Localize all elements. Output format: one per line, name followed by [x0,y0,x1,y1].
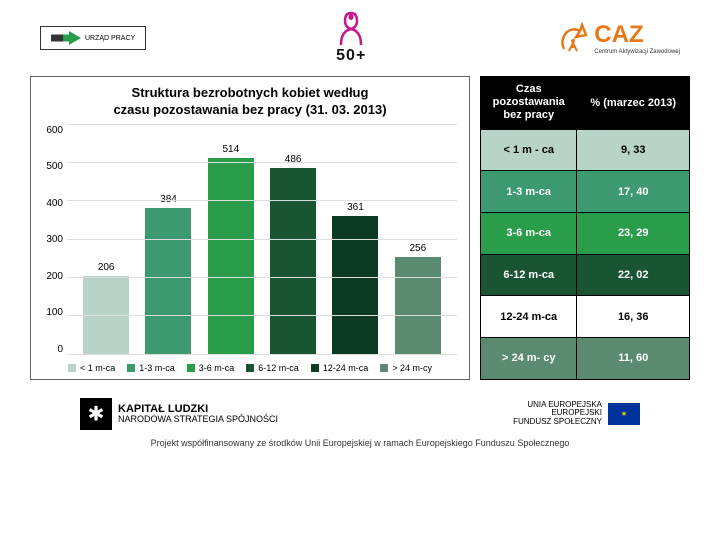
grid-line [67,124,457,125]
legend-item: 1-3 m-ca [127,363,175,373]
row-label: 3-6 m-ca [481,212,577,254]
table-row: 3-6 m-ca23, 29 [481,212,690,254]
logo-urzad-pracy: URZĄD PRACY [40,26,146,50]
caz-name: CAZ [594,21,680,49]
logo-50plus: 50+ [331,11,371,65]
logo-left-text: URZĄD PRACY [85,35,135,42]
legend-swatch [127,364,135,372]
bar-value: 361 [347,202,364,213]
eu-l3: FUNDUSZ SPOŁECZNY [513,418,602,427]
legend-item: < 1 m-ca [68,363,115,373]
row-label: 6-12 m-ca [481,254,577,296]
data-table: Czas pozostawania bez pracy % (marzec 20… [480,76,690,380]
legend-label: > 24 m-cy [392,363,432,373]
y-tick: 400 [43,198,63,209]
legend-label: 12-24 m-ca [323,363,369,373]
arrow-icon [51,31,81,45]
grid-line [67,239,457,240]
y-tick: 0 [43,344,63,355]
footer-text: Projekt współfinansowany ze środków Unii… [0,432,720,448]
legend-swatch [311,364,319,372]
header-logos: URZĄD PRACY 50+ CAZ Centrum Aktywizacji … [0,0,720,72]
main-content: Struktura bezrobotnych kobiet według cza… [0,72,720,380]
row-value: 17, 40 [577,171,690,213]
grid-line [67,200,457,201]
bar: 256 [395,257,441,355]
chart-plot-area: 600 500 400 300 200 100 0 206 384 514 486 361 256 [43,125,457,355]
row-value: 16, 36 [577,296,690,338]
row-value: 22, 02 [577,254,690,296]
bars-container: 206 384 514 486 361 256 [67,125,457,355]
chart-title-l2: czasu pozostawania bez pracy (31. 03. 20… [113,102,386,117]
eu-text: UNIA EUROPEJSKA EUROPEJSKI FUNDUSZ SPOŁE… [513,401,602,427]
eu-flag-icon: ⋆ [608,403,640,425]
legend-item: 12-24 m-ca [311,363,369,373]
legend-swatch [380,364,388,372]
table-row: 1-3 m-ca17, 40 [481,171,690,213]
row-value: 9, 33 [577,129,690,171]
bar: 486 [270,168,316,354]
legend-label: 1-3 m-ca [139,363,175,373]
table-row: < 1 m - ca9, 33 [481,129,690,171]
legend-label: 3-6 m-ca [199,363,235,373]
logo-eu: UNIA EUROPEJSKA EUROPEJSKI FUNDUSZ SPOŁE… [513,401,640,427]
table-row: > 24 m- cy11, 60 [481,338,690,380]
caz-sub: Centrum Aktywizacji Zawodowej [594,49,680,55]
legend-swatch [187,364,195,372]
row-label: < 1 m - ca [481,129,577,171]
legend-item: 6-12 m-ca [246,363,299,373]
table-col2-header: % (marzec 2013) [577,77,690,130]
y-axis: 600 500 400 300 200 100 0 [43,125,67,355]
row-label: 12-24 m-ca [481,296,577,338]
bar-value: 486 [285,154,302,165]
bar-value: 256 [409,243,426,254]
y-tick: 100 [43,307,63,318]
legend-label: < 1 m-ca [80,363,115,373]
logo-mid-text: 50+ [331,47,371,65]
legend-swatch [246,364,254,372]
footer-logos: KAPITAŁ LUDZKI NARODOWA STRATEGIA SPÓJNO… [0,380,720,432]
bar: 514 [208,158,254,355]
bar: 384 [145,208,191,355]
y-tick: 500 [43,161,63,172]
bar-value: 514 [222,144,239,155]
y-tick: 600 [43,125,63,136]
bar-value: 384 [160,194,177,205]
chart-legend: < 1 m-ca 1-3 m-ca 3-6 m-ca 6-12 m-ca 12-24 m… [43,355,457,373]
row-value: 23, 29 [577,212,690,254]
table-row: 6-12 m-ca22, 02 [481,254,690,296]
legend-swatch [68,364,76,372]
chart-title-l1: Struktura bezrobotnych kobiet według [132,85,369,100]
grid-line [67,162,457,163]
kapital-sub: NARODOWA STRATEGIA SPÓJNOŚCI [118,414,278,424]
y-tick: 300 [43,234,63,245]
bar: 361 [332,216,378,354]
y-tick: 200 [43,271,63,282]
plot: 206 384 514 486 361 256 [67,125,457,355]
legend-item: > 24 m-cy [380,363,432,373]
bar-value: 206 [98,262,115,273]
row-value: 11, 60 [577,338,690,380]
grid-line [67,277,457,278]
bar-chart: Struktura bezrobotnych kobiet według cza… [30,76,470,380]
logo-caz: CAZ Centrum Aktywizacji Zawodowej [556,21,680,55]
row-label: 1-3 m-ca [481,171,577,213]
grid-line [67,354,457,355]
table-row: 12-24 m-ca16, 36 [481,296,690,338]
star-icon [80,398,112,430]
kapital-text: KAPITAŁ LUDZKI NARODOWA STRATEGIA SPÓJNO… [118,403,278,425]
grid-line [67,315,457,316]
table-col1-header: Czas pozostawania bez pracy [481,77,577,130]
chart-title: Struktura bezrobotnych kobiet według cza… [43,85,457,119]
legend-label: 6-12 m-ca [258,363,299,373]
legend-item: 3-6 m-ca [187,363,235,373]
logo-kapital-ludzki: KAPITAŁ LUDZKI NARODOWA STRATEGIA SPÓJNO… [80,398,278,430]
row-label: > 24 m- cy [481,338,577,380]
